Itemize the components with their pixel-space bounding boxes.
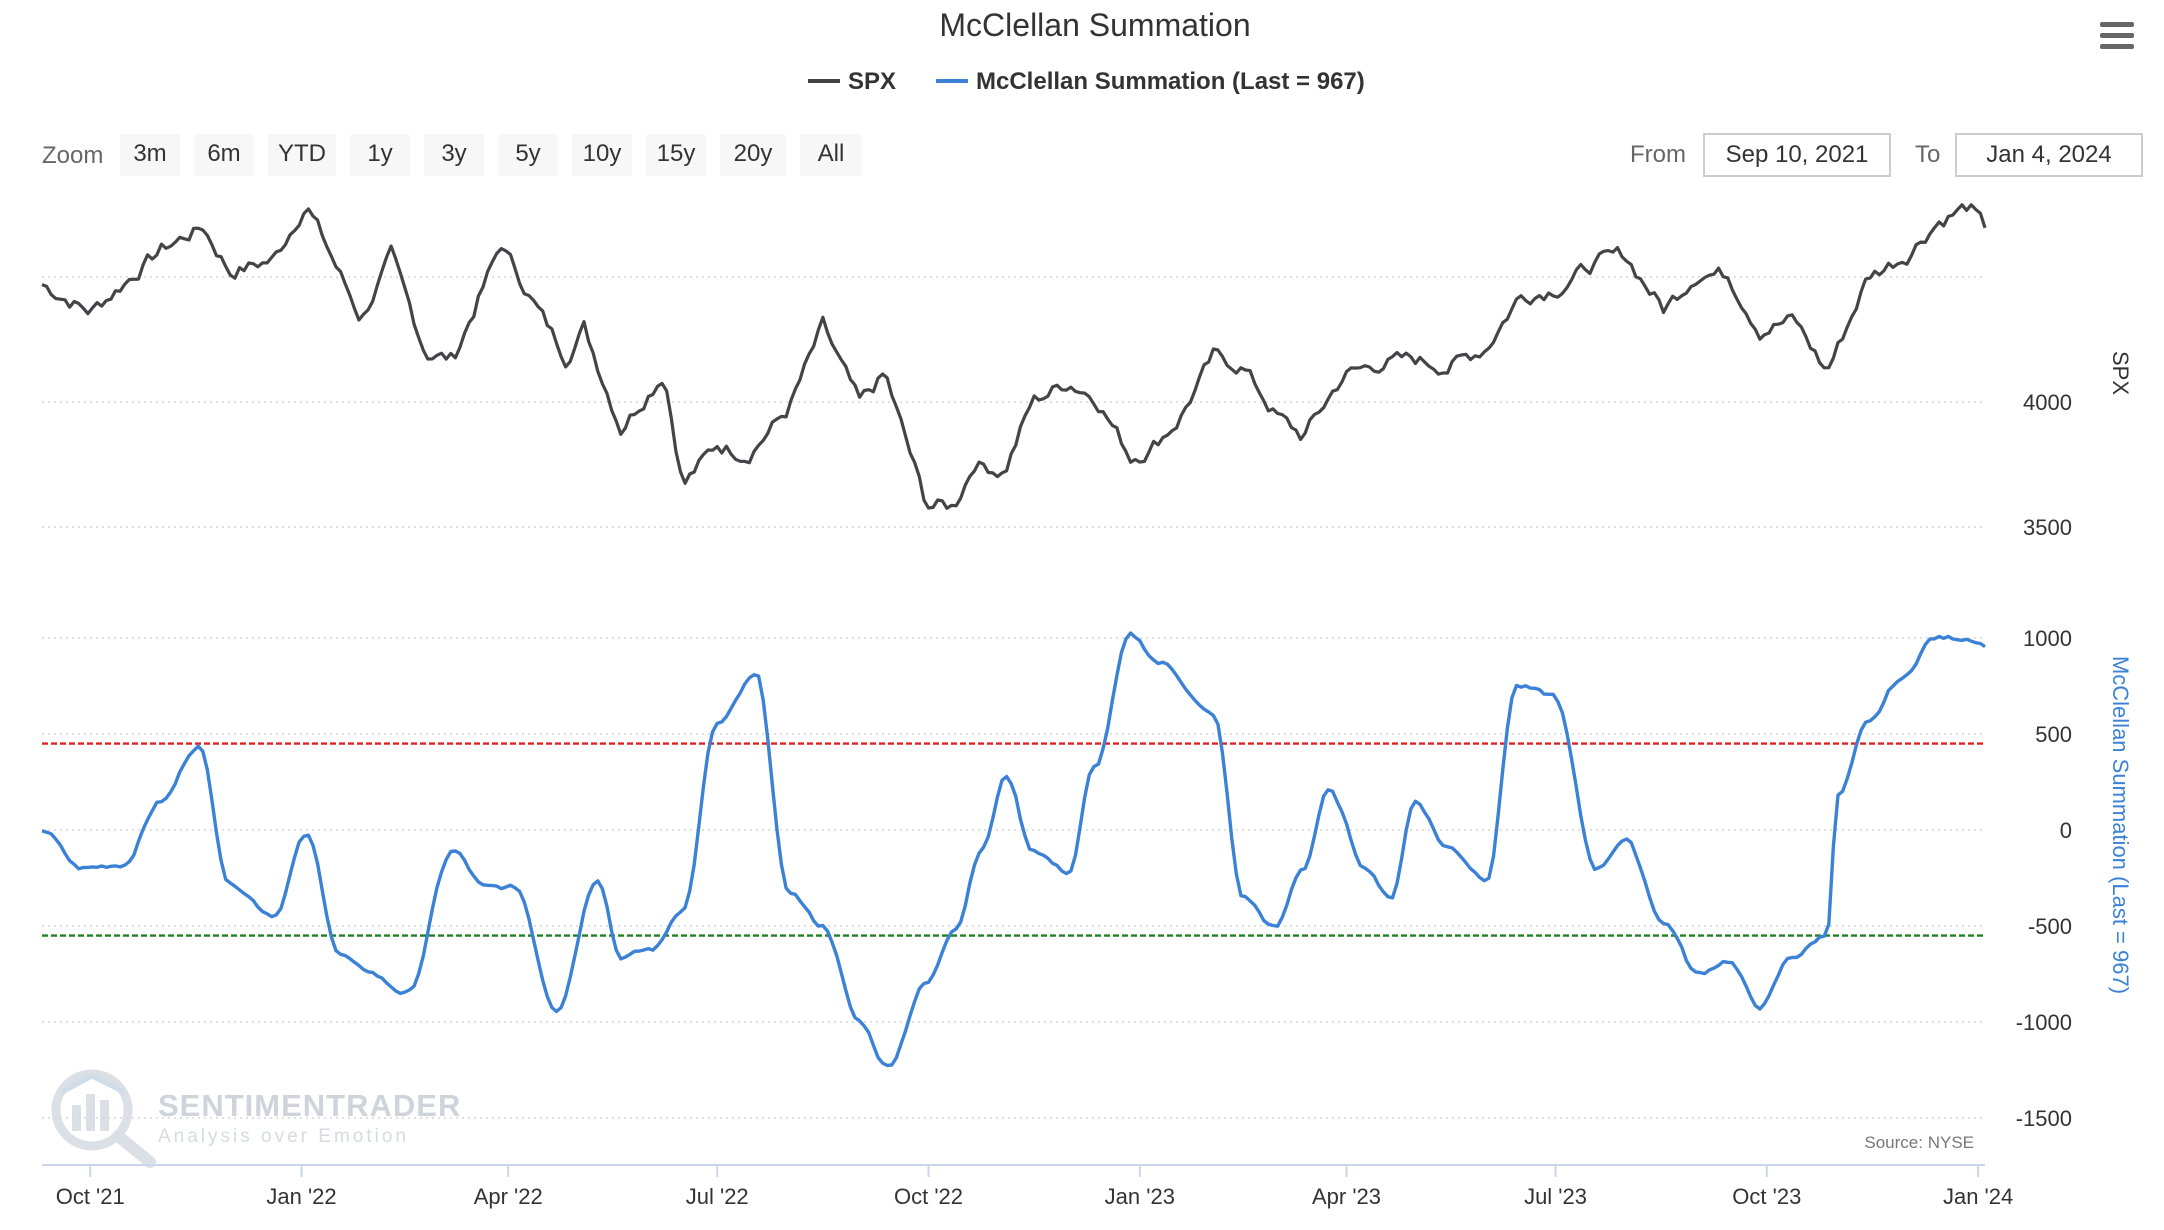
from-label: From: [1630, 141, 1686, 168]
zoom-button-label: 15y: [657, 140, 696, 167]
mcclellan-tick-label: 500: [2035, 722, 2072, 747]
to-label: To: [1915, 141, 1940, 168]
x-axis-ticks: Oct '21 Jan '22 Apr '22 Jul '22 Oct '22 Jan '…: [56, 1165, 2013, 1209]
mcclellan-tick-label: -1000: [2016, 1010, 2072, 1035]
spx-gridlines: [42, 276, 1985, 528]
mcclellan-gridlines: [42, 637, 1985, 1119]
x-tick-label: Oct '21: [56, 1184, 125, 1209]
sentimentrader-watermark: SENTIMENTRADER Analysis over Emotion: [51, 1069, 461, 1168]
x-tick-label: Oct '22: [894, 1184, 963, 1209]
zoom-button-all[interactable]: All: [800, 134, 862, 176]
source-credit: Source: NYSE: [1864, 1133, 1974, 1152]
zoom-button-ytd[interactable]: YTD: [268, 134, 336, 176]
zoom-button-label: YTD: [278, 140, 326, 167]
zoom-button-20y[interactable]: 20y: [720, 134, 786, 176]
mcclellan-tick-label: -1500: [2016, 1106, 2072, 1131]
x-tick-label: Apr '23: [1312, 1184, 1381, 1209]
x-tick-label: Jan '23: [1105, 1184, 1175, 1209]
chart-title: McClellan Summation: [939, 7, 1250, 43]
x-tick-label: Oct '23: [1732, 1184, 1801, 1209]
from-date-value: Sep 10, 2021: [1726, 141, 1869, 168]
legend-label-mcclellan: McClellan Summation (Last = 967): [976, 68, 1365, 95]
x-tick-label: Jul '22: [686, 1184, 749, 1209]
watermark-tagline: Analysis over Emotion: [158, 1126, 409, 1147]
zoom-button-label: 3m: [133, 140, 166, 167]
zoom-buttons: 3m 6m YTD 1y 3y 5y 10y 15y 20y All: [120, 134, 862, 176]
mcclellan-tick-label: 1000: [2023, 626, 2072, 651]
zoom-button-label: 10y: [583, 140, 622, 167]
reference-lines: [42, 742, 1985, 937]
spx-tick-label: 3500: [2023, 515, 2072, 540]
zoom-button-label: 6m: [207, 140, 240, 167]
spx-series-line[interactable]: [41, 203, 1987, 510]
zoom-button-1y[interactable]: 1y: [350, 134, 410, 176]
legend-label-spx: SPX: [848, 68, 896, 95]
x-tick-label: Jul '23: [1524, 1184, 1587, 1209]
zoom-button-6m[interactable]: 6m: [194, 134, 254, 176]
x-tick-label: Jan '24: [1943, 1184, 2013, 1209]
zoom-button-label: 1y: [367, 140, 392, 167]
from-date-input[interactable]: Sep 10, 2021: [1703, 133, 1891, 177]
zoom-button-3m[interactable]: 3m: [120, 134, 180, 176]
zoom-button-label: 5y: [515, 140, 540, 167]
series-layer: [41, 203, 1987, 1068]
bar-chart-magnifier-logo-icon: [51, 1069, 156, 1168]
spx-axis-title: SPX: [2108, 351, 2133, 395]
hamburger-menu-icon[interactable]: [2100, 22, 2134, 49]
zoom-button-label: 20y: [734, 140, 773, 167]
zoom-button-label: All: [818, 140, 845, 167]
mcclellan-axis-title: McClellan Summation (Last = 967): [2108, 656, 2133, 994]
watermark-name: SENTIMENTRADER: [158, 1088, 461, 1123]
zoom-button-3y[interactable]: 3y: [424, 134, 484, 176]
mcclellan-series-line[interactable]: [41, 631, 1986, 1068]
zoom-button-10y[interactable]: 10y: [572, 134, 632, 176]
legend-item-mcclellan[interactable]: McClellan Summation (Last = 967): [936, 68, 1365, 95]
mcclellan-tick-label: 0: [2060, 818, 2072, 843]
legend-item-spx[interactable]: SPX: [808, 68, 896, 95]
mcclellan-tick-label: -500: [2028, 914, 2072, 939]
zoom-label: Zoom: [42, 142, 103, 169]
to-date-value: Jan 4, 2024: [1986, 141, 2111, 168]
zoom-button-5y[interactable]: 5y: [498, 134, 558, 176]
zoom-button-label: 3y: [441, 140, 466, 167]
zoom-button-15y[interactable]: 15y: [646, 134, 706, 176]
x-tick-label: Jan '22: [266, 1184, 336, 1209]
y-axis-ticks: 4000 3500 1000 500 0 -500 -1000 -1500: [2016, 390, 2072, 1131]
to-date-input[interactable]: Jan 4, 2024: [1955, 133, 2143, 177]
x-tick-label: Apr '22: [474, 1184, 543, 1209]
spx-tick-label: 4000: [2023, 390, 2072, 415]
